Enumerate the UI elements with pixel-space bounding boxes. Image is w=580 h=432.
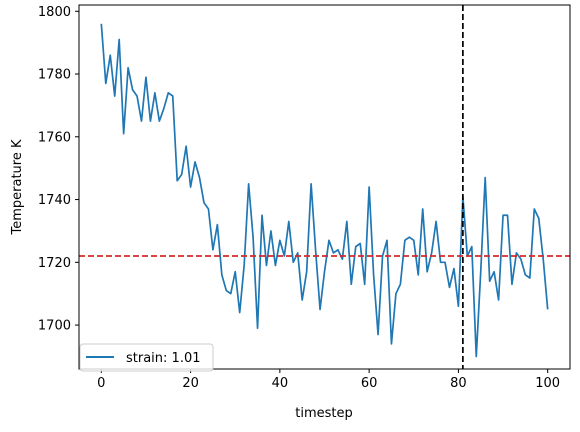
y-tick-label: 1740 [38,193,71,208]
y-tick-label: 1800 [38,5,71,20]
x-tick-label: 20 [182,376,199,391]
y-tick-label: 1780 [38,68,71,83]
x-tick-label: 40 [272,376,289,391]
plot-area [79,5,570,369]
series-line [100,23,549,358]
x-axis-label: timestep [295,406,353,421]
x-tick-label: 100 [535,376,560,391]
legend: strain: 1.01 [79,343,214,372]
y-tick-label: 1760 [38,130,71,145]
y-tick-label: 1700 [38,319,71,334]
x-tick-label: 60 [361,376,378,391]
legend-label: strain: 1.01 [126,351,201,366]
axes-frame [78,4,571,370]
y-axis-label: Temperature K [10,139,25,235]
y-axis: 1700 1720 1740 1760 1780 1800 [38,5,79,334]
x-axis: 0 20 40 60 80 100 [97,369,560,391]
x-tick-label: 80 [450,376,467,391]
y-tick-label: 1720 [38,256,71,271]
x-tick-label: 0 [97,376,105,391]
legend-box [79,343,214,372]
